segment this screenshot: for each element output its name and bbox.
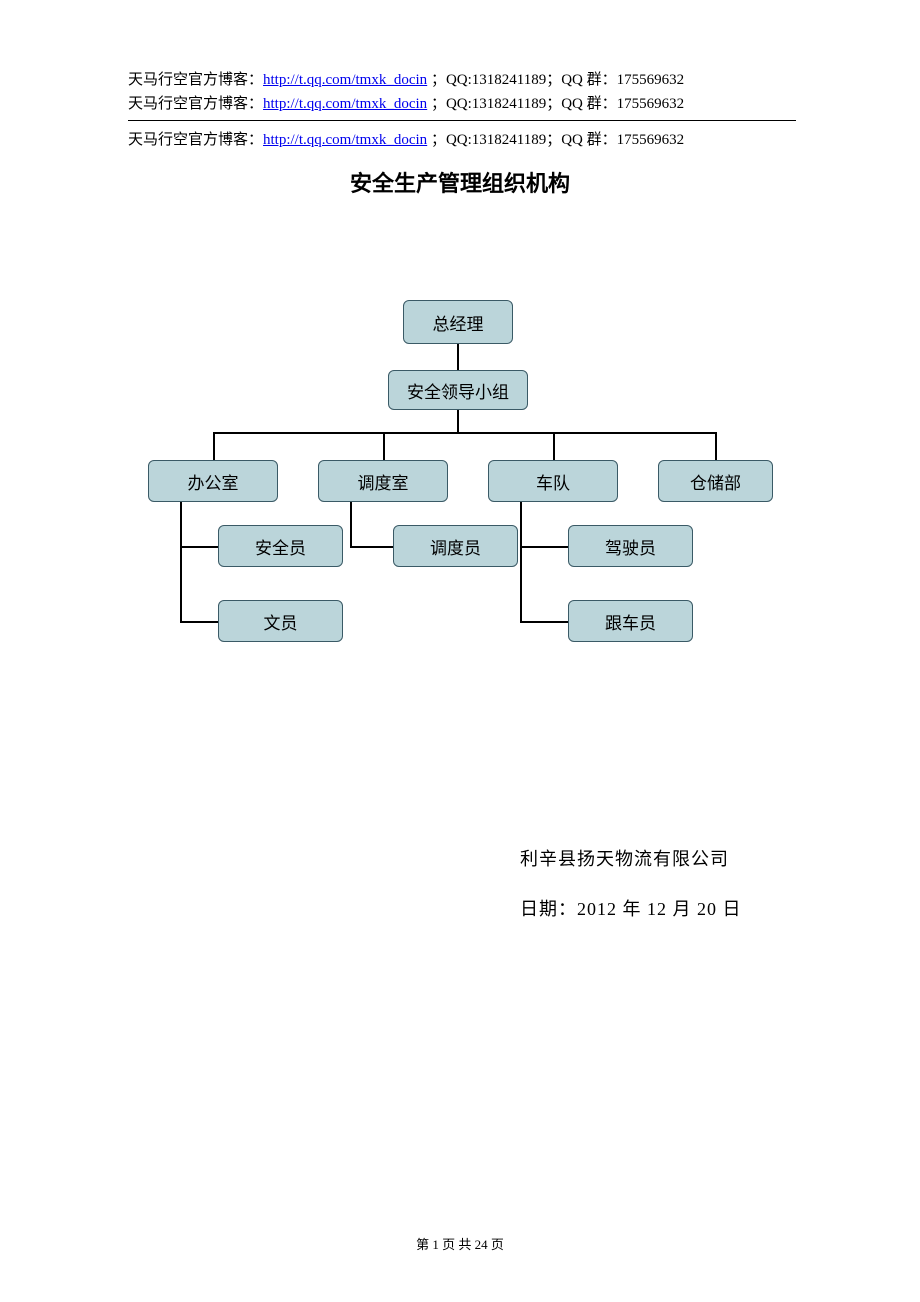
- org-node-n8: 调度员: [393, 525, 518, 567]
- org-node-n0: 总经理: [403, 300, 513, 344]
- footer-company: 利辛县扬天物流有限公司: [520, 845, 729, 871]
- header-line-2: 天马行空官方博客：http://t.qq.com/tmxk_docin ；QQ:…: [128, 92, 684, 116]
- connector: [457, 344, 459, 370]
- header-rule: [128, 120, 796, 121]
- org-node-n2: 办公室: [148, 460, 278, 502]
- org-chart: 总经理安全领导小组办公室调度室车队仓储部安全员文员 调度员 驾驶员跟车员: [128, 300, 798, 670]
- header-prefix: 天马行空官方博客：: [128, 132, 263, 148]
- connector: [213, 432, 716, 434]
- connector: [715, 432, 717, 460]
- footer-date: 日期：2012 年 12 月 20 日: [520, 895, 742, 921]
- blog-link[interactable]: http://t.qq.com/tmxk_docin: [263, 96, 427, 112]
- org-node-n7: 文员: [218, 600, 343, 642]
- header-suffix: ；QQ:1318241189；QQ 群：175569632: [427, 132, 684, 148]
- connector: [383, 432, 385, 460]
- connector: [520, 621, 568, 623]
- org-node-n4: 车队: [488, 460, 618, 502]
- org-node-n6: 安全员: [218, 525, 343, 567]
- header-line-3: 天马行空官方博客：http://t.qq.com/tmxk_docin ；QQ:…: [128, 128, 684, 149]
- connector: [553, 432, 555, 460]
- connector: [213, 432, 215, 460]
- blog-link[interactable]: http://t.qq.com/tmxk_docin: [263, 72, 427, 88]
- header-suffix: ；QQ:1318241189；QQ 群：175569632: [427, 96, 684, 112]
- org-node-n3: 调度室: [318, 460, 448, 502]
- connector: [457, 410, 459, 432]
- header-prefix: 天马行空官方博客：: [128, 96, 263, 112]
- connector: [350, 546, 393, 548]
- page-number: 第 1 页 共 24 页: [0, 1234, 920, 1253]
- org-node-n9: 驾驶员: [568, 525, 693, 567]
- connector: [180, 502, 182, 622]
- connector: [520, 546, 568, 548]
- org-node-n1: 安全领导小组: [388, 370, 528, 410]
- org-node-n10: 跟车员: [568, 600, 693, 642]
- header-suffix: ；QQ:1318241189；QQ 群：175569632: [427, 72, 684, 88]
- header-line-1: 天马行空官方博客：http://t.qq.com/tmxk_docin ；QQ:…: [128, 68, 684, 92]
- header-prefix: 天马行空官方博客：: [128, 72, 263, 88]
- blog-link[interactable]: http://t.qq.com/tmxk_docin: [263, 132, 427, 148]
- header-block: 天马行空官方博客：http://t.qq.com/tmxk_docin ；QQ:…: [128, 68, 684, 116]
- connector: [350, 502, 352, 547]
- connector: [520, 502, 522, 622]
- page-title: 安全生产管理组织机构: [0, 166, 920, 198]
- org-node-n5: 仓储部: [658, 460, 773, 502]
- connector: [180, 546, 218, 548]
- connector: [180, 621, 218, 623]
